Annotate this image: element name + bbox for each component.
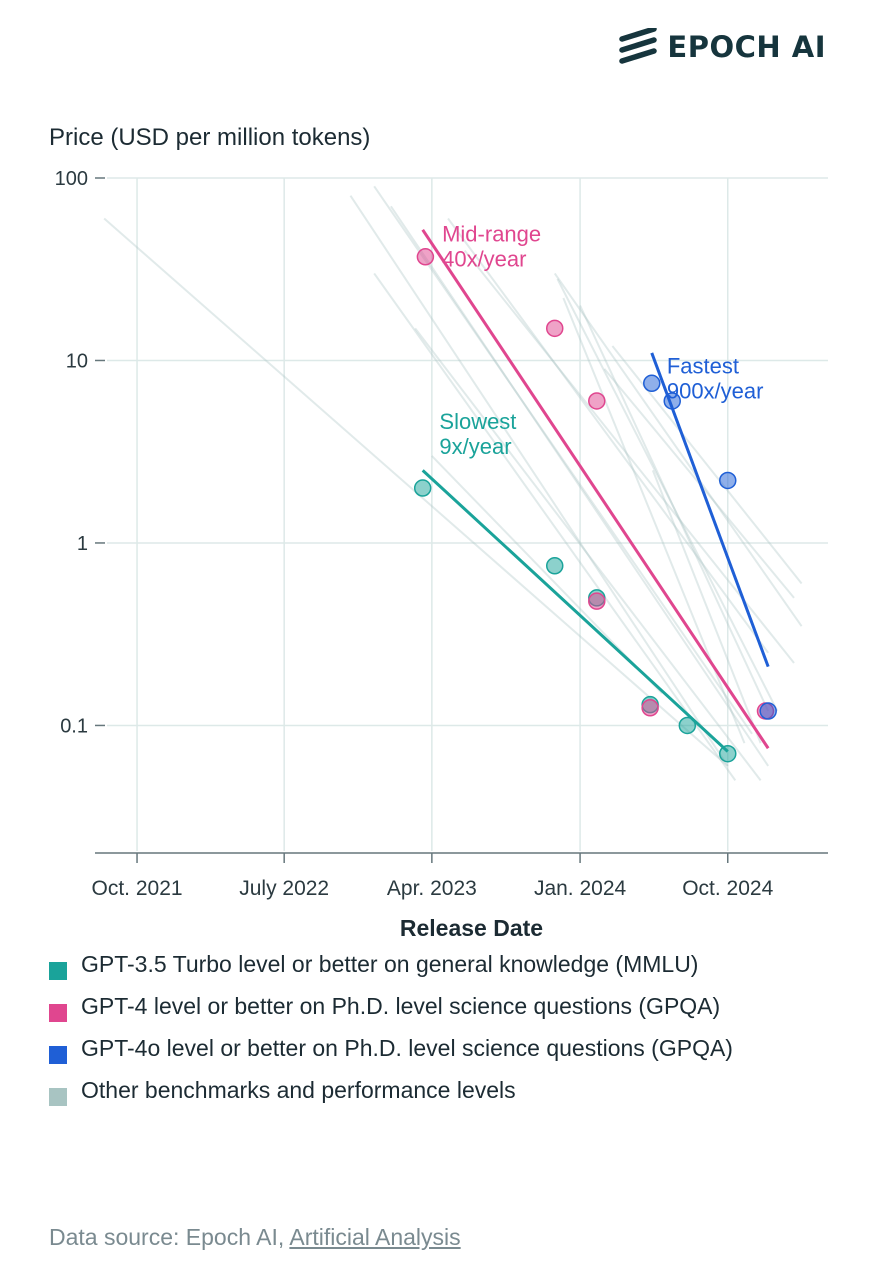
y-tick-label: 100	[55, 168, 88, 190]
x-tick-label: Oct. 2021	[92, 877, 183, 900]
axes: 100 10 1 0.1 Oct. 2021 July 2022 Apr. 2023 Jan.…	[55, 168, 828, 941]
other-trend-line	[556, 278, 779, 712]
legend-swatch	[49, 1046, 67, 1064]
legend-item: GPT-3.5 Turbo level or better on general…	[49, 950, 829, 980]
legend-swatch	[49, 1088, 67, 1106]
data-point	[416, 248, 435, 266]
data-point	[643, 374, 661, 393]
annotation-line: 900x/year	[667, 378, 764, 403]
data-point	[719, 471, 737, 490]
brand-logo: EPOCH AI	[619, 28, 826, 66]
other-trend-lines	[103, 185, 803, 781]
y-tick-label: 0.1	[60, 715, 88, 737]
x-tick-label: Jan. 2024	[534, 877, 627, 900]
other-trend-line	[373, 185, 753, 735]
data-point	[545, 319, 564, 338]
annotations: Slowest 9x/year Mid-range 40x/year Fastest 90…	[439, 221, 763, 459]
data-point	[413, 479, 432, 497]
data-point	[719, 744, 737, 763]
data-point	[759, 702, 777, 720]
other-trend-line	[553, 272, 803, 627]
trend-line-1	[421, 228, 770, 750]
data-point	[588, 392, 606, 410]
data-source: Data source: Epoch AI, Artificial Analys…	[49, 1224, 461, 1251]
y-tick-label: 1	[77, 533, 88, 555]
x-tick-label: Apr. 2023	[387, 877, 477, 900]
legend-swatch	[49, 1004, 67, 1022]
data-point	[588, 592, 606, 610]
trend-line-0	[421, 469, 729, 753]
price-chart: 100 10 1 0.1 Oct. 2021 July 2022 Apr. 2023 Jan.…	[55, 168, 828, 941]
trend-annotation: Slowest 9x/year	[439, 409, 516, 459]
other-trend-line	[390, 205, 770, 767]
other-trend-line	[447, 217, 769, 654]
annotation-line: Mid-range	[442, 221, 541, 246]
other-trend-line	[579, 305, 770, 712]
x-tick-label: July 2022	[239, 877, 329, 900]
other-trend-line	[463, 249, 795, 664]
legend-label: GPT-3.5 Turbo level or better on general…	[81, 951, 699, 977]
legend-item: GPT-4o level or better on Ph.D. level sc…	[49, 1034, 829, 1064]
legend-label: Other benchmarks and performance levels	[81, 1077, 516, 1103]
legend: GPT-3.5 Turbo level or better on general…	[49, 950, 829, 1118]
legend-label: GPT-4 level or better on Ph.D. level sci…	[81, 993, 721, 1019]
annotation-line: 40x/year	[442, 246, 526, 271]
brand-name: EPOCH AI	[667, 30, 826, 64]
annotation-line: Slowest	[439, 409, 516, 434]
data-points	[413, 248, 777, 763]
source-link[interactable]: Artificial Analysis	[289, 1224, 461, 1250]
other-trend-line	[414, 327, 762, 781]
data-point	[663, 392, 681, 410]
source-prefix: Data source: Epoch AI,	[49, 1224, 290, 1250]
trend-annotation: Mid-range 40x/year	[442, 221, 541, 271]
data-point	[678, 716, 697, 735]
x-tick-label: Oct. 2024	[682, 877, 773, 900]
data-point	[641, 699, 659, 717]
x-axis-title: Release Date	[400, 915, 543, 941]
data-point	[545, 557, 564, 575]
y-tick-label: 10	[66, 350, 88, 372]
y-axis-title: Price (USD per million tokens)	[49, 124, 371, 151]
legend-item: Other benchmarks and performance levels	[49, 1076, 829, 1106]
trend-annotation: Fastest 900x/year	[667, 353, 764, 403]
other-trend-line	[651, 469, 762, 744]
other-trend-line	[373, 272, 737, 781]
legend-swatch	[49, 962, 67, 980]
annotation-line: 9x/year	[439, 434, 511, 459]
annotation-line: Fastest	[667, 353, 739, 378]
legend-label: GPT-4o level or better on Ph.D. level sc…	[81, 1035, 733, 1061]
legend-item: GPT-4 level or better on Ph.D. level sci…	[49, 992, 829, 1022]
epoch-stripes-icon	[619, 28, 658, 64]
other-trend-line	[349, 195, 729, 767]
grid	[107, 177, 828, 851]
